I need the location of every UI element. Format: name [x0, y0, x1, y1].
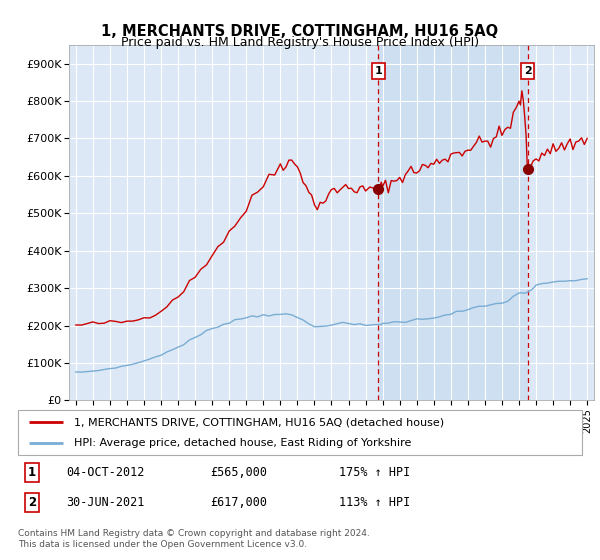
- Text: £565,000: £565,000: [210, 466, 267, 479]
- Text: 1, MERCHANTS DRIVE, COTTINGHAM, HU16 5AQ (detached house): 1, MERCHANTS DRIVE, COTTINGHAM, HU16 5AQ…: [74, 417, 445, 427]
- Text: Contains HM Land Registry data © Crown copyright and database right 2024.
This d: Contains HM Land Registry data © Crown c…: [18, 529, 370, 549]
- Text: 1, MERCHANTS DRIVE, COTTINGHAM, HU16 5AQ: 1, MERCHANTS DRIVE, COTTINGHAM, HU16 5AQ: [101, 24, 499, 39]
- Text: 04-OCT-2012: 04-OCT-2012: [66, 466, 145, 479]
- Text: 175% ↑ HPI: 175% ↑ HPI: [340, 466, 411, 479]
- FancyBboxPatch shape: [18, 410, 582, 455]
- Text: 2: 2: [524, 66, 532, 76]
- Text: Price paid vs. HM Land Registry's House Price Index (HPI): Price paid vs. HM Land Registry's House …: [121, 36, 479, 49]
- Text: 1: 1: [28, 466, 36, 479]
- Bar: [379, 45, 527, 400]
- Text: 1: 1: [374, 66, 382, 76]
- Text: 2: 2: [28, 496, 36, 509]
- Text: HPI: Average price, detached house, East Riding of Yorkshire: HPI: Average price, detached house, East…: [74, 438, 412, 448]
- Text: £617,000: £617,000: [210, 496, 267, 509]
- Text: 113% ↑ HPI: 113% ↑ HPI: [340, 496, 411, 509]
- Text: 30-JUN-2021: 30-JUN-2021: [66, 496, 145, 509]
